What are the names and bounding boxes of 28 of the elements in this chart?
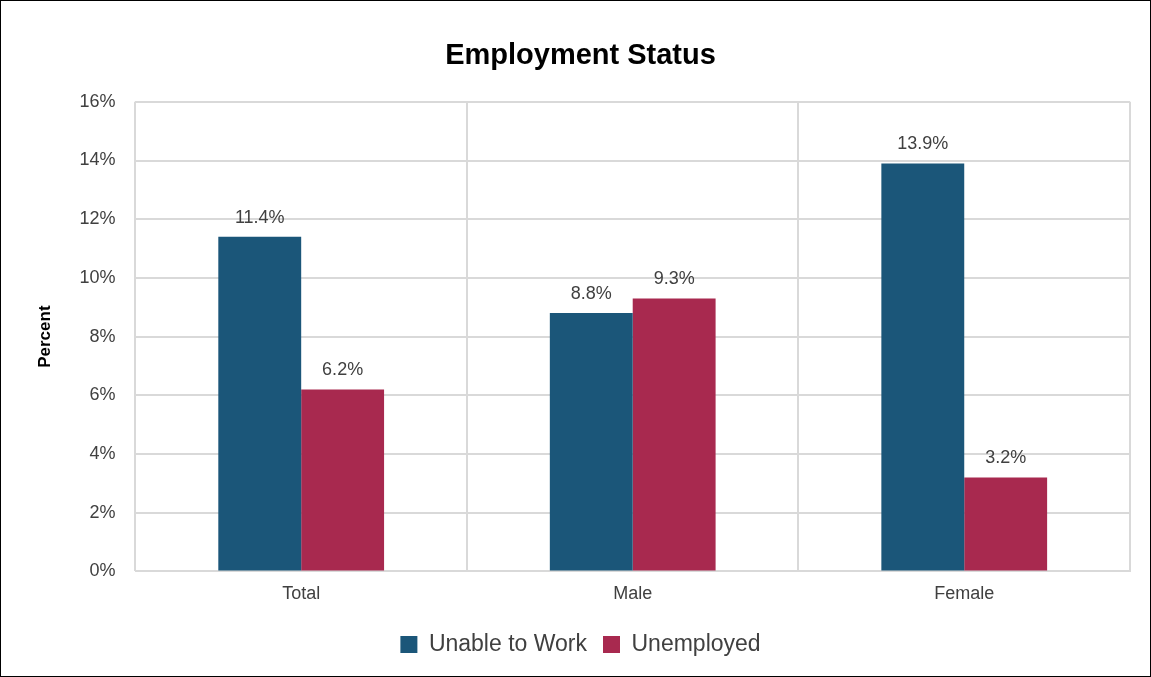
data-label: 6.2% (322, 359, 364, 380)
x-tick-label: Female (934, 583, 995, 604)
bar (218, 236, 302, 571)
data-label: 11.4% (234, 206, 285, 227)
y-tick-label: 4% (89, 442, 116, 463)
y-tick-label: 12% (79, 208, 116, 229)
y-axis-title: Percent (34, 305, 54, 368)
data-label: 13.9% (897, 133, 949, 154)
chart-title: Employment Status (445, 38, 716, 71)
data-label: 8.8% (570, 283, 612, 304)
bar (881, 163, 965, 571)
y-tick-label: 10% (79, 266, 116, 287)
y-tick-label: 0% (89, 560, 116, 581)
y-tick-label: 8% (89, 325, 116, 346)
legend-label: Unemployed (631, 629, 761, 656)
y-tick-label: 2% (89, 501, 116, 522)
data-label: 3.2% (985, 447, 1027, 468)
data-label: 9.3% (653, 268, 695, 289)
x-tick-label: Total (282, 583, 321, 604)
bar (632, 298, 716, 571)
legend-label: Unable to Work (428, 629, 588, 656)
y-tick-label: 16% (79, 90, 116, 111)
x-tick-label: Male (613, 583, 653, 604)
bar (964, 477, 1048, 571)
bar (549, 313, 633, 571)
bar (301, 389, 385, 571)
y-tick-label: 14% (79, 149, 116, 170)
y-tick-label: 6% (89, 384, 116, 405)
